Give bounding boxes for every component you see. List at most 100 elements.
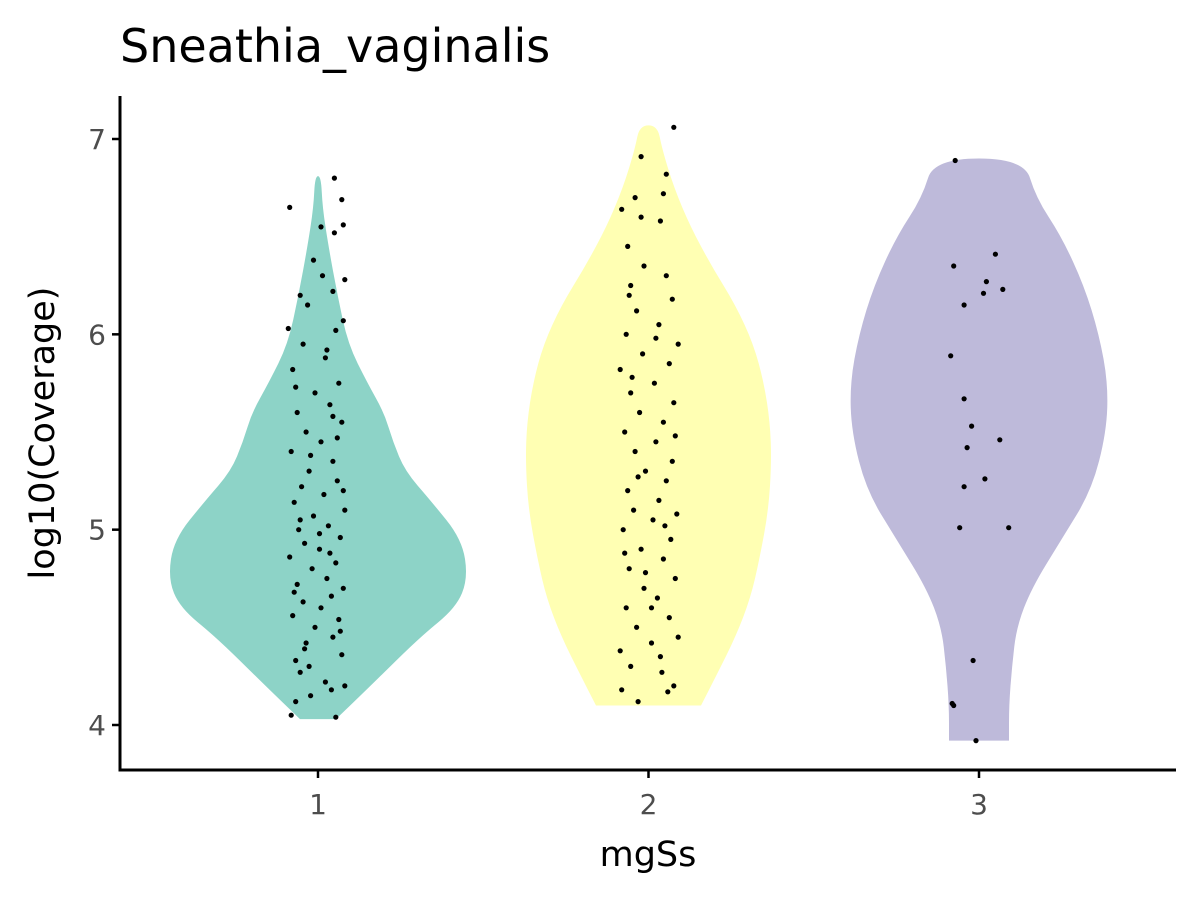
point-1-40 (327, 402, 333, 408)
point-1-63 (306, 663, 312, 670)
point-1-25 (296, 527, 302, 533)
point-1-48 (340, 318, 346, 324)
point-1-4 (297, 669, 303, 675)
point-3-15 (980, 290, 987, 296)
y-tick-label-6: 6 (88, 318, 106, 351)
point-3-1 (951, 702, 957, 709)
point-2-17 (638, 546, 644, 552)
point-2-62 (653, 335, 659, 341)
point-1-11 (336, 616, 342, 623)
point-1-24 (337, 534, 343, 541)
point-3-11 (961, 396, 967, 402)
point-2-58 (662, 523, 668, 529)
point-3-10 (1006, 525, 1012, 531)
point-2-22 (674, 511, 680, 517)
point-1-58 (339, 197, 345, 203)
point-2-28 (632, 448, 638, 455)
point-2-33 (671, 400, 677, 406)
point-1-70 (330, 413, 336, 419)
point-2-50 (638, 214, 644, 220)
point-1-68 (340, 488, 346, 494)
point-1-27 (310, 513, 317, 519)
point-1-37 (303, 429, 309, 435)
point-2-40 (623, 331, 629, 337)
point-1-15 (328, 593, 334, 599)
point-2-6 (617, 648, 623, 654)
point-2-13 (641, 585, 647, 591)
y-tick-label-4: 4 (88, 709, 106, 742)
point-1-3 (342, 683, 348, 689)
point-2-19 (620, 527, 626, 533)
point-2-30 (622, 429, 628, 435)
point-1-35 (288, 448, 294, 455)
point-2-57 (622, 550, 628, 556)
point-1-36 (318, 439, 324, 445)
point-2-45 (663, 273, 669, 279)
point-1-8 (303, 640, 309, 646)
point-1-54 (310, 257, 317, 263)
point-3-12 (948, 353, 954, 359)
point-1-56 (331, 230, 337, 236)
point-2-46 (641, 263, 647, 269)
point-2-14 (672, 575, 678, 582)
point-1-72 (324, 347, 330, 353)
point-3-19 (952, 157, 958, 164)
point-2-51 (657, 218, 664, 224)
point-1-19 (309, 566, 315, 572)
point-3-4 (957, 525, 963, 531)
point-1-66 (327, 550, 333, 556)
point-1-71 (293, 384, 299, 390)
point-3-5 (961, 484, 967, 490)
point-1-1 (333, 714, 339, 720)
point-1-21 (287, 554, 293, 560)
point-1-52 (342, 277, 348, 283)
point-2-12 (654, 595, 661, 601)
violin-layer (170, 125, 1108, 741)
point-1-69 (308, 452, 314, 458)
point-2-4 (628, 663, 634, 670)
point-2-61 (629, 374, 635, 380)
point-2-24 (625, 488, 631, 494)
point-1-75 (334, 435, 340, 441)
point-2-26 (642, 468, 649, 474)
point-3-3 (970, 657, 976, 664)
point-2-35 (651, 380, 658, 386)
point-3-8 (969, 423, 975, 429)
point-1-67 (297, 517, 303, 523)
point-1-22 (316, 546, 323, 552)
point-2-38 (640, 351, 646, 357)
point-1-74 (316, 531, 323, 537)
point-1-60 (331, 175, 337, 181)
point-2-7 (648, 640, 655, 646)
point-2-42 (634, 308, 640, 314)
point-2-2 (635, 699, 641, 705)
point-2-16 (660, 556, 667, 562)
point-1-62 (328, 687, 334, 693)
point-2-11 (623, 605, 629, 611)
point-2-54 (638, 154, 644, 160)
point-2-36 (617, 366, 623, 373)
point-2-60 (672, 433, 678, 439)
point-2-21 (631, 507, 637, 513)
point-1-65 (291, 589, 297, 595)
point-1-17 (294, 581, 300, 588)
point-1-31 (299, 484, 305, 490)
point-1-28 (342, 507, 348, 513)
x-tick-label-3: 3 (970, 788, 988, 821)
point-2-1 (665, 689, 671, 695)
y-axis-title: log10(Coverage) (23, 287, 63, 580)
point-3-17 (992, 251, 999, 257)
point-3-14 (961, 302, 967, 308)
x-axis-ticks: 1 2 3 (309, 770, 988, 821)
point-1-32 (334, 478, 340, 484)
point-2-41 (656, 322, 662, 328)
point-1-10 (312, 624, 318, 630)
point-3-2 (973, 738, 979, 744)
point-2-65 (642, 570, 649, 576)
point-2-27 (669, 458, 675, 464)
point-2-43 (669, 296, 675, 302)
point-1-43 (290, 366, 296, 373)
point-2-63 (626, 292, 632, 298)
point-1-13 (318, 605, 324, 611)
x-tick-label-2: 2 (640, 788, 658, 821)
